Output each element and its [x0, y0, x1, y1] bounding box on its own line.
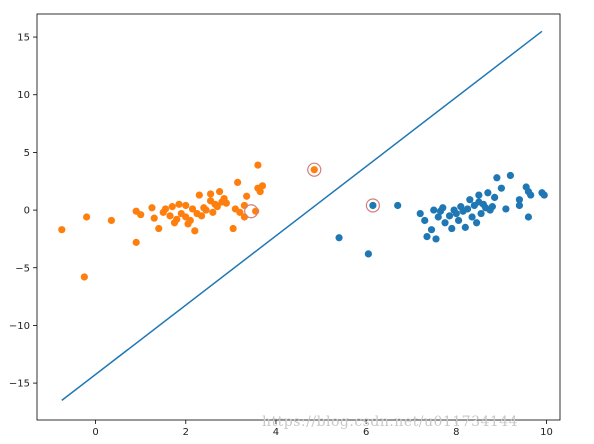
data-point-series-1	[148, 204, 156, 212]
data-point-series-2	[461, 223, 469, 231]
data-point-series-2	[484, 189, 492, 197]
x-tick-label: 6	[363, 427, 369, 438]
x-tick-label: 10	[540, 427, 553, 438]
y-axis: −15 −10 −5 0 5 10 15	[9, 33, 37, 390]
x-axis: 0 2 4 6 8 10	[92, 420, 553, 438]
data-point-series-1	[58, 226, 66, 234]
data-point-series-1	[188, 205, 197, 213]
watermark-text: https://blog.csdn.net/u011734144	[262, 414, 519, 430]
data-point-series-2	[369, 201, 377, 210]
axes-border	[36, 13, 561, 421]
data-point-series-1	[175, 200, 183, 208]
data-point-series-2	[394, 201, 402, 210]
data-point-series-1	[213, 203, 221, 211]
support-vector-ring	[365, 198, 380, 213]
y-tick-label: −15	[9, 379, 30, 390]
data-point-series-1	[229, 224, 237, 233]
data-point-series-2	[527, 191, 535, 199]
data-point-series-2	[468, 213, 476, 221]
x-tick-label: 4	[273, 427, 279, 438]
data-point-series-1	[234, 178, 242, 186]
axes-frame	[36, 13, 561, 421]
data-point-series-2	[448, 224, 456, 233]
data-point-series-2	[506, 171, 515, 180]
data-point-series-2	[445, 212, 454, 220]
data-point-series-2	[439, 204, 447, 212]
data-point-series-1	[254, 161, 262, 169]
data-point-series-2	[430, 206, 438, 214]
support-vector-ring	[244, 204, 259, 219]
data-point-series-1	[206, 190, 215, 198]
data-point-series-1	[202, 206, 210, 214]
data-point-series-1	[166, 212, 174, 220]
y-tick-label: 10	[17, 90, 30, 101]
data-point-series-1	[161, 205, 170, 213]
y-tick-label: 0	[24, 206, 30, 217]
support-vector-markers	[244, 162, 380, 219]
data-point-series-1	[168, 203, 176, 211]
data-point-series-2	[524, 213, 533, 221]
data-point-series-2	[423, 233, 431, 241]
data-point-series-1	[137, 211, 145, 219]
y-tick-label: 15	[17, 33, 30, 44]
data-point-series-2	[427, 226, 436, 234]
data-point-series-2	[335, 234, 343, 242]
data-point-series-2	[472, 219, 481, 227]
data-point-series-2	[421, 216, 429, 225]
boundary-line	[61, 30, 543, 401]
y-tick-label: −5	[15, 263, 30, 274]
data-point-series-2	[463, 205, 472, 213]
decision-boundary-line	[61, 30, 543, 401]
data-point-series-2	[416, 209, 424, 218]
data-point-series-1	[132, 238, 140, 246]
data-point-series-2	[432, 235, 440, 243]
data-points	[58, 161, 548, 281]
data-point-series-2	[488, 203, 496, 211]
data-point-series-1	[240, 201, 248, 210]
data-point-series-1	[243, 192, 251, 200]
data-point-series-2	[493, 174, 501, 182]
data-point-series-2	[452, 209, 460, 218]
data-point-series-2	[364, 250, 372, 258]
data-point-series-1	[173, 215, 181, 223]
x-tick-label: 0	[92, 427, 98, 438]
data-point-series-2	[441, 219, 449, 227]
data-point-series-1	[182, 201, 190, 210]
data-point-series-1	[150, 214, 158, 222]
data-point-series-2	[540, 191, 548, 199]
x-tick-label: 8	[453, 427, 459, 438]
data-point-series-2	[515, 201, 524, 210]
data-point-series-2	[502, 205, 510, 213]
data-point-series-2	[454, 216, 463, 225]
data-point-series-2	[515, 196, 524, 204]
data-point-series-1	[191, 227, 199, 235]
data-point-series-1	[258, 182, 267, 190]
data-point-series-1	[186, 216, 194, 225]
y-tick-label: −10	[9, 321, 30, 332]
data-point-series-1	[236, 208, 244, 216]
data-point-series-2	[497, 184, 505, 192]
x-tick-label: 2	[183, 427, 189, 438]
data-point-series-1	[310, 166, 318, 174]
data-point-series-2	[491, 193, 499, 201]
data-point-series-1	[256, 188, 264, 196]
support-vector-ring	[307, 162, 322, 177]
data-point-series-1	[80, 273, 88, 281]
data-point-series-1	[155, 224, 163, 233]
data-point-series-2	[475, 191, 483, 199]
data-point-series-1	[222, 199, 230, 207]
data-point-series-2	[434, 213, 442, 221]
data-point-series-1	[209, 208, 217, 216]
data-point-series-1	[107, 216, 115, 225]
data-point-series-1	[197, 212, 206, 220]
data-point-series-1	[215, 188, 224, 196]
data-point-series-1	[82, 213, 91, 221]
data-point-series-2	[477, 209, 485, 218]
y-tick-label: 5	[24, 148, 30, 159]
data-point-series-1	[195, 191, 203, 199]
data-point-series-1	[240, 213, 248, 221]
data-point-series-2	[466, 196, 474, 204]
